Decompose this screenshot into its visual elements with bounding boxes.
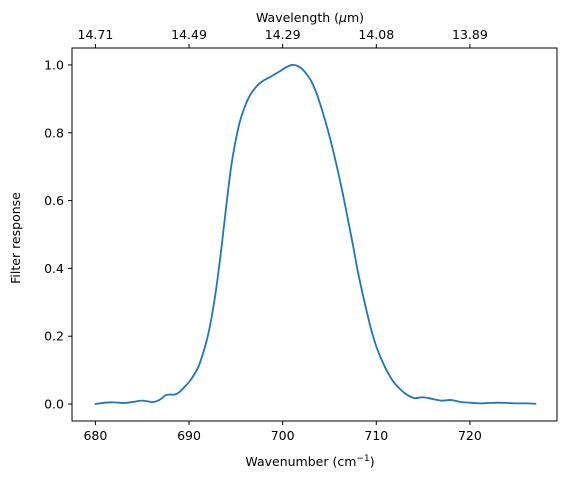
series-layer (94, 64, 537, 405)
y-tick-label: 0.6 (44, 193, 64, 208)
filter-response-line (94, 64, 537, 405)
top-tick-label: 13.89 (452, 27, 488, 42)
top-wavelength-axis: 14.71 14.49 14.29 14.08 13.89 (78, 27, 488, 48)
top-tick-label: 14.29 (265, 27, 301, 42)
top-axis-label: Wavelength (μm) (256, 10, 364, 25)
x-axis-label: Wavenumber (cm−1) (245, 454, 374, 469)
x-axis: 680 690 700 710 720 (83, 421, 482, 443)
x-tick-label: 720 (458, 428, 482, 443)
y-tick-label: 1.0 (44, 57, 64, 72)
top-tick-label: 14.49 (171, 27, 207, 42)
y-tick-label: 0.4 (44, 261, 64, 276)
x-tick-label: 700 (271, 428, 295, 443)
y-axis-label: Filter response (8, 192, 23, 284)
y-tick-label: 0.0 (44, 397, 64, 412)
top-tick-label: 14.71 (78, 27, 114, 42)
x-tick-label: 680 (83, 428, 107, 443)
plot-frame (71, 47, 558, 422)
y-tick-label: 0.2 (44, 329, 64, 344)
x-tick-label: 710 (364, 428, 388, 443)
x-tick-label: 690 (177, 428, 201, 443)
top-tick-label: 14.08 (358, 27, 394, 42)
y-tick-label: 0.8 (44, 125, 64, 140)
y-axis: 0.0 0.2 0.4 0.6 0.8 1.0 (44, 57, 72, 412)
